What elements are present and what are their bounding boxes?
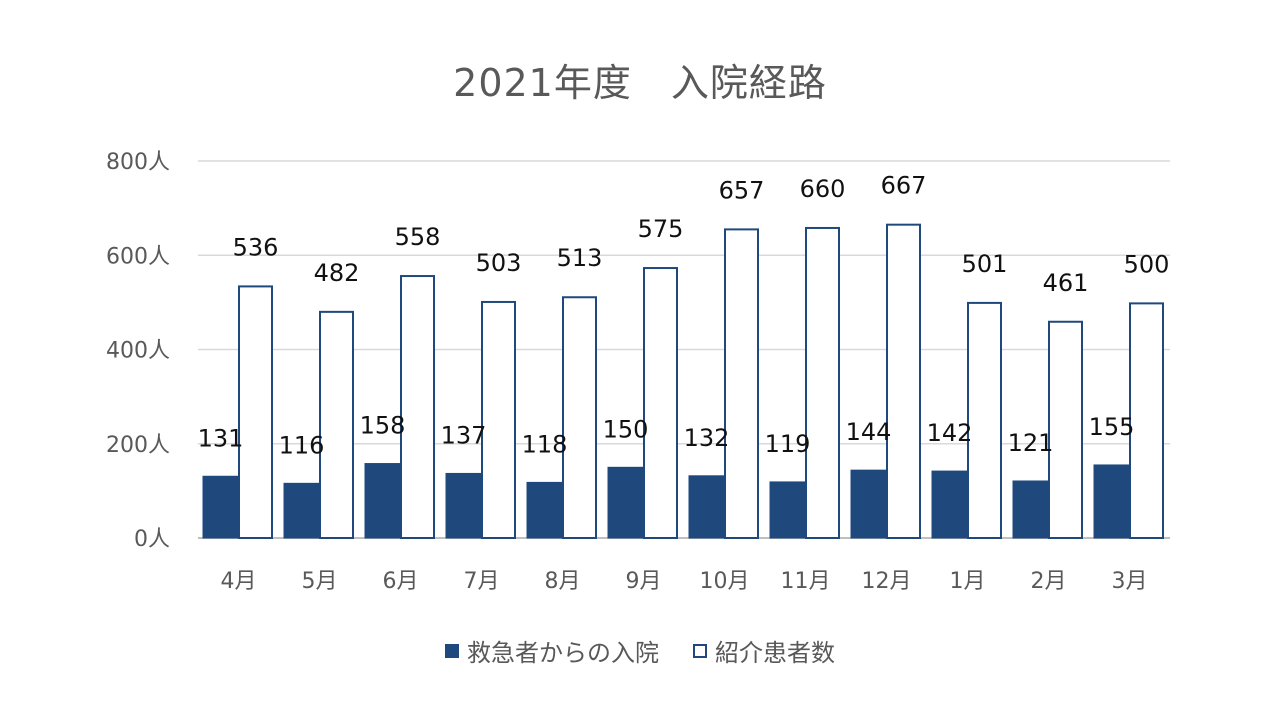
data-label-series-1: 116 bbox=[279, 431, 325, 459]
x-tick-label: 7月 bbox=[464, 569, 500, 594]
data-label-series-1: 142 bbox=[927, 419, 973, 447]
bar-series-2 bbox=[400, 275, 435, 539]
bar-series-1 bbox=[364, 463, 401, 539]
x-tick-label: 3月 bbox=[1112, 569, 1148, 594]
bar-series-1 bbox=[445, 472, 482, 539]
y-tick-label: 0人 bbox=[134, 527, 170, 552]
data-label-series-1: 121 bbox=[1008, 429, 1054, 457]
data-label-series-2: 461 bbox=[1043, 269, 1089, 297]
data-label-series-1: 150 bbox=[603, 415, 649, 443]
bar-series-2 bbox=[1129, 302, 1164, 539]
data-label-series-2: 575 bbox=[638, 215, 684, 243]
legend-swatch-series-1 bbox=[445, 643, 459, 658]
x-tick-label: 10月 bbox=[700, 569, 750, 594]
legend-item-series-1: 救急者からの入院 bbox=[445, 633, 659, 668]
bar-series-2 bbox=[1048, 320, 1083, 539]
x-tick-label: 2月 bbox=[1031, 569, 1067, 594]
data-label-series-1: 137 bbox=[441, 421, 487, 449]
bar-series-1 bbox=[850, 469, 887, 539]
data-label-series-1: 131 bbox=[198, 424, 244, 452]
bar-series-1 bbox=[769, 481, 806, 539]
y-tick-label: 800人 bbox=[106, 150, 170, 175]
legend-label-series-1: 救急者からの入院 bbox=[467, 639, 659, 667]
bar-series-1 bbox=[931, 470, 968, 539]
data-label-series-2: 558 bbox=[395, 223, 441, 251]
data-label-series-1: 144 bbox=[846, 418, 892, 446]
chart-legend: 救急者からの入院 紹介患者数 bbox=[0, 633, 1280, 668]
data-label-series-1: 155 bbox=[1089, 413, 1135, 441]
y-tick-label: 400人 bbox=[106, 339, 170, 364]
bar-series-1 bbox=[688, 475, 725, 539]
chart-title: 2021年度 入院経路 bbox=[453, 61, 827, 105]
data-label-series-1: 118 bbox=[522, 430, 568, 458]
bar-series-1 bbox=[526, 481, 563, 539]
data-label-series-2: 501 bbox=[962, 250, 1008, 278]
y-tick-label: 200人 bbox=[106, 433, 170, 458]
bar-series-2 bbox=[805, 226, 840, 539]
x-tick-label: 8月 bbox=[545, 569, 581, 594]
bar-series-2 bbox=[967, 301, 1002, 539]
data-label-series-2: 513 bbox=[557, 244, 603, 272]
data-label-series-2: 660 bbox=[800, 175, 846, 203]
bar-series-2 bbox=[562, 296, 597, 539]
x-tick-label: 11月 bbox=[781, 569, 831, 594]
bar-series-2 bbox=[481, 300, 516, 539]
data-label-series-1: 132 bbox=[684, 424, 730, 452]
legend-swatch-series-2 bbox=[693, 643, 707, 658]
data-label-series-1: 119 bbox=[765, 430, 811, 458]
bar-series-2 bbox=[238, 285, 273, 539]
x-tick-label: 12月 bbox=[862, 569, 912, 594]
x-tick-label: 6月 bbox=[383, 569, 419, 594]
x-tick-label: 4月 bbox=[221, 569, 257, 594]
bar-series-2 bbox=[643, 267, 678, 539]
x-tick-label: 5月 bbox=[302, 569, 338, 594]
x-tick-label: 1月 bbox=[950, 569, 986, 594]
legend-label-series-2: 紹介患者数 bbox=[715, 639, 835, 667]
data-label-series-2: 667 bbox=[881, 172, 927, 200]
bar-series-1 bbox=[283, 482, 320, 539]
data-label-series-2: 482 bbox=[314, 259, 360, 287]
x-tick-label: 9月 bbox=[626, 569, 662, 594]
bar-series-2 bbox=[886, 223, 921, 540]
data-label-series-1: 158 bbox=[360, 412, 406, 440]
bar-series-1 bbox=[1012, 480, 1049, 539]
bar-series-1 bbox=[607, 466, 644, 539]
bar-series-2 bbox=[724, 228, 759, 539]
bar-series-2 bbox=[319, 310, 354, 540]
data-label-series-2: 503 bbox=[476, 249, 522, 277]
data-label-series-2: 657 bbox=[719, 176, 765, 204]
data-label-series-2: 536 bbox=[233, 233, 279, 261]
y-tick-label: 600人 bbox=[106, 244, 170, 269]
data-label-series-2: 500 bbox=[1124, 250, 1170, 278]
legend-item-series-2: 紹介患者数 bbox=[693, 633, 835, 668]
bar-series-1 bbox=[202, 475, 239, 539]
bar-series-1 bbox=[1093, 464, 1130, 539]
